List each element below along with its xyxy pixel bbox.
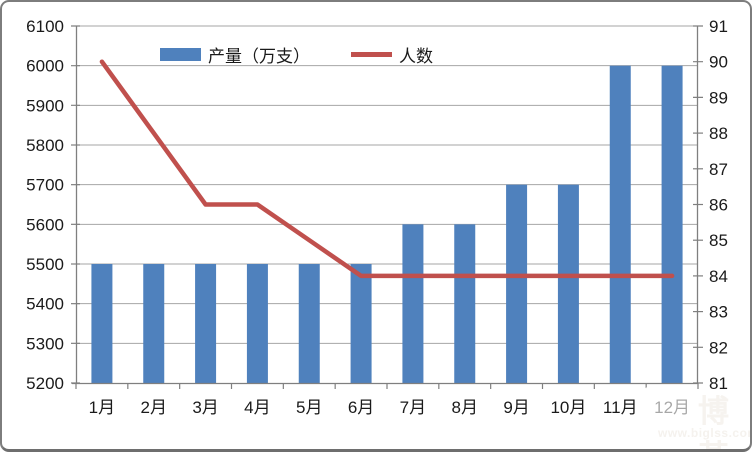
left-axis-label: 5700 <box>26 176 64 195</box>
x-axis-label: 3月 <box>192 398 218 417</box>
legend-swatch-production <box>160 48 201 61</box>
left-axis-label: 5200 <box>26 374 64 393</box>
right-axis-label: 89 <box>709 88 728 107</box>
left-axis-label: 5300 <box>26 334 64 353</box>
right-axis-label: 90 <box>709 53 728 72</box>
bar-10月 <box>557 184 579 383</box>
x-axis-label: 5月 <box>296 398 322 417</box>
x-axis-label: 10月 <box>550 398 586 417</box>
right-axis-label: 88 <box>709 124 728 143</box>
bar-9月 <box>506 184 528 383</box>
bar-12月 <box>661 65 683 383</box>
x-axis-label: 2月 <box>141 398 167 417</box>
bar-4月 <box>246 264 268 383</box>
right-axis-label: 87 <box>709 160 728 179</box>
legend-label-production: 产量（万支） <box>208 47 310 66</box>
x-axis-label: 12月 <box>654 398 690 417</box>
x-axis-label: 1月 <box>89 398 115 417</box>
x-axis-label: 6月 <box>348 398 374 417</box>
line-series <box>99 59 675 279</box>
bar-11月 <box>609 65 631 383</box>
left-axis-label: 5400 <box>26 295 64 314</box>
legend-swatch-people <box>351 52 392 57</box>
x-axis-label: 8月 <box>452 398 478 417</box>
right-axis-label: 84 <box>709 267 728 286</box>
right-axis-label: 83 <box>709 303 728 322</box>
bar-8月 <box>454 224 476 383</box>
bar-6月 <box>350 264 372 383</box>
left-axis-label: 6100 <box>26 17 64 36</box>
bar-2月 <box>143 264 165 383</box>
right-axis-label: 85 <box>709 231 728 250</box>
right-axis-label: 86 <box>709 196 728 215</box>
legend-label-people: 人数 <box>399 47 433 66</box>
left-axis-label: 5900 <box>26 96 64 115</box>
left-axis-label: 5800 <box>26 136 64 155</box>
left-axis-label: 5600 <box>26 215 64 234</box>
left-axis-label: 5500 <box>26 255 64 274</box>
x-axis-label: 4月 <box>244 398 270 417</box>
right-axis-label: 91 <box>709 17 728 36</box>
bar-3月 <box>195 264 217 383</box>
bar-7月 <box>402 224 424 383</box>
bar-5月 <box>298 264 320 383</box>
x-axis-label: 11月 <box>603 398 638 417</box>
right-axis-label: 82 <box>709 338 728 357</box>
right-axis-label: 81 <box>709 374 728 393</box>
chart-legend: 产量（万支） 人数 <box>160 42 433 67</box>
x-axis-label: 7月 <box>400 398 426 417</box>
x-axis-label: 9月 <box>503 398 529 417</box>
left-axis-label: 6000 <box>26 57 64 76</box>
bar-1月 <box>91 264 113 383</box>
